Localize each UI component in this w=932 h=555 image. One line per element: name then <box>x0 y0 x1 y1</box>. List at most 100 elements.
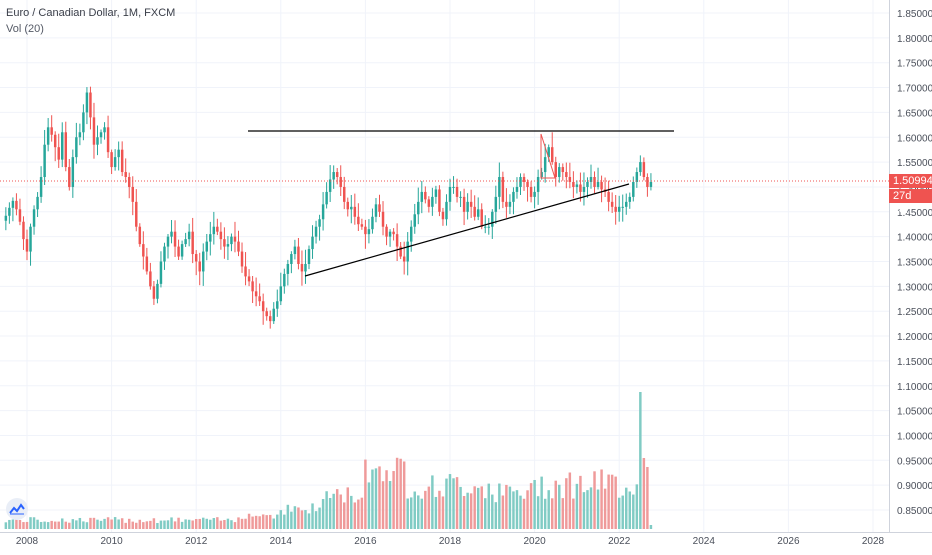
candle-down <box>402 256 406 262</box>
candle-up <box>466 201 469 212</box>
volume-bar <box>445 478 448 529</box>
volume-bar <box>438 490 441 529</box>
volume-bar <box>343 502 346 529</box>
candle-up <box>180 244 184 257</box>
candle-up <box>639 162 642 173</box>
candle-down <box>297 246 300 264</box>
candle-down <box>247 276 251 282</box>
volume-bar <box>230 520 233 529</box>
price-axis-label: 0.90000 <box>897 481 932 492</box>
volume-bar <box>420 498 424 529</box>
candle-up <box>71 157 75 187</box>
candle-up <box>582 186 586 192</box>
candle-up <box>103 127 106 133</box>
candle-down <box>50 127 53 135</box>
candle-down <box>22 221 25 240</box>
volume-bar <box>392 471 395 529</box>
candle-down <box>135 201 138 227</box>
volume-bar <box>297 507 300 529</box>
time-axis: 2008 2010 2012 2014 2016 2018 2020 2022 2024 2026… <box>16 536 885 547</box>
volume-bar <box>646 467 649 529</box>
candle-down <box>438 189 441 212</box>
candle-up <box>304 263 307 272</box>
candle-up <box>628 196 632 202</box>
volume-bar <box>318 507 321 529</box>
candle-up <box>409 226 413 242</box>
volume-bar <box>586 490 589 529</box>
tradingview-logo[interactable] <box>6 498 28 520</box>
volume-bar <box>198 518 201 529</box>
candle-up <box>508 201 512 207</box>
volume-bar <box>283 514 286 529</box>
volume-bar <box>268 514 272 529</box>
volume-bar <box>117 519 120 529</box>
volume-bar <box>607 474 610 529</box>
volume-bar <box>212 518 216 529</box>
candle-down <box>173 231 177 247</box>
volume-bar <box>290 511 293 529</box>
candle-down <box>526 181 529 187</box>
candle-up <box>575 184 579 187</box>
candle-down <box>561 167 565 173</box>
volume-bar <box>417 495 420 529</box>
volume-indicator-label[interactable]: Vol (20) <box>6 23 44 35</box>
time-axis-label: 2012 <box>185 536 208 547</box>
candle-up <box>325 191 328 205</box>
symbol-title[interactable]: Euro / Canadian Dollar, 1M, FXCM <box>6 7 176 19</box>
volume-bar <box>272 518 275 529</box>
candle-up <box>286 263 290 274</box>
candle-up <box>82 112 85 133</box>
price-axis-label: 1.70000 <box>897 84 932 95</box>
candle-up <box>113 157 117 168</box>
candle-up <box>367 229 371 235</box>
volume-bar <box>434 496 438 529</box>
support-trendline[interactable] <box>304 183 630 277</box>
candle-down <box>145 256 149 272</box>
candle-up <box>159 261 163 284</box>
volume-bar <box>565 478 568 529</box>
volume-bar <box>494 502 498 529</box>
volume-bar <box>142 522 145 529</box>
volume-bar <box>25 521 29 529</box>
candle-down <box>424 191 427 200</box>
price-axis-label: 1.65000 <box>897 108 932 119</box>
candle-up <box>589 177 593 182</box>
candle-up <box>371 216 374 230</box>
volume-bar <box>572 498 575 529</box>
candle-down <box>378 204 381 212</box>
volume-bar <box>610 474 614 529</box>
volume-bar <box>625 487 628 529</box>
volume-bar <box>18 520 22 529</box>
volume-bar <box>431 475 434 529</box>
volume-bar <box>360 497 364 529</box>
volume-bar <box>32 517 36 529</box>
volume-bar <box>469 493 473 529</box>
red-triangle-drawing[interactable] <box>540 133 556 179</box>
volume-bar <box>635 484 639 529</box>
volume-bar <box>92 517 96 529</box>
volume-bar <box>498 483 501 529</box>
candle-up <box>230 236 233 245</box>
volume-bar <box>300 510 304 529</box>
time-axis-label: 2018 <box>439 536 462 547</box>
volume-bar <box>455 477 459 529</box>
candle-up <box>75 137 78 158</box>
candle-down <box>194 254 198 262</box>
candle-down <box>191 231 194 255</box>
volume-bar <box>156 522 159 529</box>
candle-up <box>85 92 89 113</box>
candle-down <box>216 226 219 232</box>
volume-bar <box>374 468 378 529</box>
volume-bar <box>501 495 505 529</box>
time-axis-label: 2028 <box>862 536 885 547</box>
candle-down <box>568 177 572 182</box>
candle-up <box>184 239 187 245</box>
volume-bar <box>540 476 543 529</box>
volume-bar <box>547 490 550 529</box>
volume-bar <box>364 459 367 529</box>
volume-bar <box>388 481 392 529</box>
candle-down <box>152 286 156 299</box>
candle-down <box>607 191 610 202</box>
